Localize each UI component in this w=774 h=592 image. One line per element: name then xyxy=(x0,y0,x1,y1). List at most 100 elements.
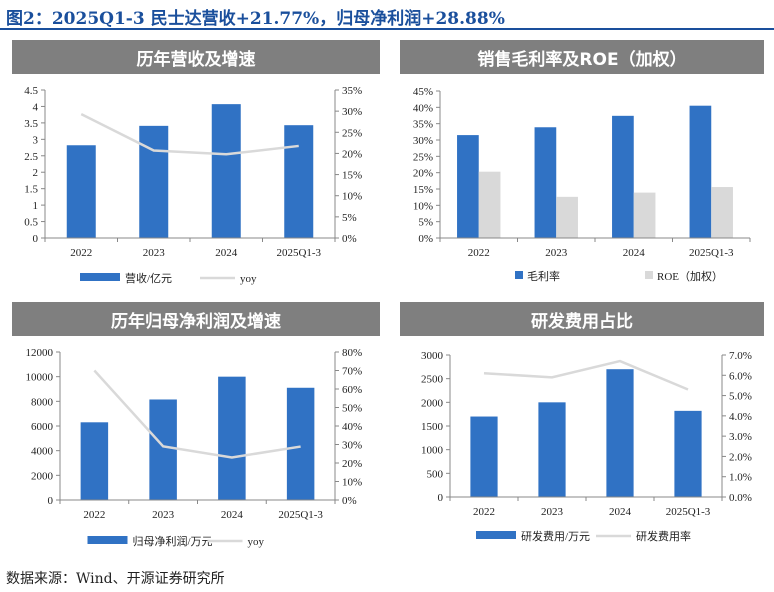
chart-2-y-tick-label-left: 15% xyxy=(413,184,433,196)
chart-1-y-tick-label-right: 15% xyxy=(342,170,362,182)
chart-3-y-tick-label-left: 4000 xyxy=(31,446,54,458)
chart-1-y-tick-label-left: 0 xyxy=(33,233,39,245)
chart-1-legend-label: 营收/亿元 xyxy=(125,271,172,285)
chart-4-x-tick-label: 2022 xyxy=(473,506,495,518)
chart-2-legend-swatch xyxy=(515,271,523,279)
chart-3-y-tick-label-left: 8000 xyxy=(31,396,54,408)
chart-1-y-tick-label-right: 5% xyxy=(342,212,357,224)
chart-2-legend-swatch xyxy=(645,271,653,279)
chart-2-y-tick-label-left: 5% xyxy=(418,217,433,229)
title-divider xyxy=(0,28,774,30)
chart-3-y-tick-label-right: 70% xyxy=(342,366,362,378)
chart-1-y-tick-label-left: 2 xyxy=(33,167,39,179)
chart-4-y-tick-label-right: 4.0% xyxy=(729,411,752,423)
chart-3-bar xyxy=(286,387,315,500)
chart-1-legend-label: yoy xyxy=(240,273,257,285)
chart-4-y-tick-label-right: 7.0% xyxy=(729,350,752,362)
chart-4-x-tick-label: 2023 xyxy=(541,506,564,518)
chart-2-y-tick-label-left: 30% xyxy=(413,135,433,147)
chart-2-header: 销售毛利率及ROE（加权） xyxy=(400,40,764,74)
chart-3-legend-label: 归母净利润/万元 xyxy=(133,534,213,548)
chart-2-y-tick-label-left: 10% xyxy=(413,200,433,212)
chart-4-legend-swatch xyxy=(476,531,516,539)
chart-4-y-tick-label-left: 1500 xyxy=(421,421,444,433)
chart-2-bar xyxy=(457,135,479,238)
chart-4-y-tick-label-right: 1.0% xyxy=(729,472,752,484)
chart-1-bar xyxy=(66,145,96,238)
chart-3-legend-swatch xyxy=(87,536,128,544)
chart-3-header: 历年归母净利润及增速 xyxy=(12,302,380,336)
chart-2-bar xyxy=(556,196,578,238)
chart-2-bar xyxy=(711,187,733,238)
chart-1-x-tick-label: 2025Q1-3 xyxy=(276,247,321,259)
chart-2-y-tick-label-left: 35% xyxy=(413,119,433,131)
chart-2-x-tick-label: 2024 xyxy=(623,247,646,259)
chart-1-y-tick-label-right: 35% xyxy=(342,85,362,97)
chart-2-x-tick-label: 2022 xyxy=(468,247,490,259)
chart-1-line-yoy xyxy=(80,112,299,156)
chart-3-y-tick-label-left: 2000 xyxy=(31,470,54,482)
chart-3-y-tick-label-right: 40% xyxy=(342,421,362,433)
chart-4-y-tick-label-right: 5.0% xyxy=(729,391,752,403)
chart-1-x-tick-label: 2024 xyxy=(215,247,238,259)
chart-2-bar xyxy=(633,192,656,238)
chart-3-y-tick-label-right: 0% xyxy=(342,495,357,507)
chart-1-y-tick-label-left: 3 xyxy=(33,134,39,146)
chart-2-legend-label: 毛利率 xyxy=(527,269,560,283)
chart-3-y-tick-label-right: 30% xyxy=(342,440,362,452)
chart-1-y-tick-label-left: 4.5 xyxy=(24,85,38,97)
chart-1-legend-swatch xyxy=(80,273,120,281)
chart-4-y-tick-label-left: 0 xyxy=(438,492,444,504)
chart-3-bar xyxy=(149,399,177,500)
chart-1-bar xyxy=(284,125,314,238)
chart-3-bar xyxy=(218,376,246,500)
chart-4-header: 研发费用占比 xyxy=(400,302,764,336)
chart-1-y-tick-label-left: 2.5 xyxy=(24,151,38,163)
chart-3-x-tick-label: 2023 xyxy=(152,509,175,521)
chart-2-y-tick-label-left: 45% xyxy=(413,86,433,98)
chart-4-x-tick-label: 2024 xyxy=(609,506,632,518)
chart-4-bar xyxy=(538,402,566,497)
figure-title: 图2：2025Q1-3 民士达营收+21.77%，归母净利润+28.88% xyxy=(6,9,505,29)
chart-3-y-tick-label-left: 10000 xyxy=(26,372,54,384)
chart-1-y-tick-label-right: 20% xyxy=(342,148,362,160)
chart-1-y-tick-label-left: 0.5 xyxy=(24,217,38,229)
chart-4-y-tick-label-right: 2.0% xyxy=(729,451,752,463)
chart-2-y-tick-label-left: 0% xyxy=(418,233,433,245)
chart-3-y-tick-label-right: 50% xyxy=(342,403,362,415)
chart-2-y-tick-label-left: 25% xyxy=(413,151,433,163)
chart-4-legend-label: 研发费用/万元 xyxy=(521,529,590,543)
chart-2-legend-label: ROE（加权） xyxy=(657,270,723,283)
chart-3-y-tick-label-left: 0 xyxy=(48,495,54,507)
chart-1-x-tick-label: 2022 xyxy=(70,247,92,259)
chart-4-legend-label: 研发费用率 xyxy=(636,529,691,543)
chart-3-y-tick-label-right: 20% xyxy=(342,458,362,470)
chart-3-legend-label: yoy xyxy=(248,536,265,548)
chart-3-y-tick-label-right: 80% xyxy=(342,347,362,359)
chart-1-y-tick-label-left: 4 xyxy=(33,101,39,113)
chart-1-y-tick-label-right: 0% xyxy=(342,233,357,245)
chart-4-y-tick-label-left: 1000 xyxy=(421,445,444,457)
chart-4-y-tick-label-left: 2000 xyxy=(421,397,444,409)
chart-1-y-tick-label-right: 10% xyxy=(342,191,362,203)
chart-2-bar xyxy=(689,105,712,238)
chart-4-y-tick-label-left: 3000 xyxy=(421,350,444,362)
chart-4-y-tick-label-right: 0.0% xyxy=(729,492,752,504)
chart-1-y-tick-label-left: 3.5 xyxy=(24,118,38,130)
chart-1-y-tick-label-left: 1.5 xyxy=(24,184,38,196)
chart-2-bar xyxy=(534,127,557,238)
chart-4-y-tick-label-left: 500 xyxy=(427,468,444,480)
chart-3-y-tick-label-right: 60% xyxy=(342,384,362,396)
chart-3-y-tick-label-left: 6000 xyxy=(31,421,54,433)
chart-4-x-tick-label: 2025Q1-3 xyxy=(666,506,711,518)
chart-3-x-tick-label: 2022 xyxy=(83,509,105,521)
chart-1-y-tick-label-right: 25% xyxy=(342,127,362,139)
chart-2-bar xyxy=(612,115,634,238)
chart-4-bar xyxy=(606,369,634,497)
chart-3-bar xyxy=(80,422,109,500)
source-note: 数据来源：Wind、开源证券研究所 xyxy=(6,571,225,587)
chart-2-x-tick-label: 2025Q1-3 xyxy=(689,247,734,259)
chart-4-bar xyxy=(674,410,702,497)
chart-4-y-tick-label-left: 2500 xyxy=(421,374,444,386)
